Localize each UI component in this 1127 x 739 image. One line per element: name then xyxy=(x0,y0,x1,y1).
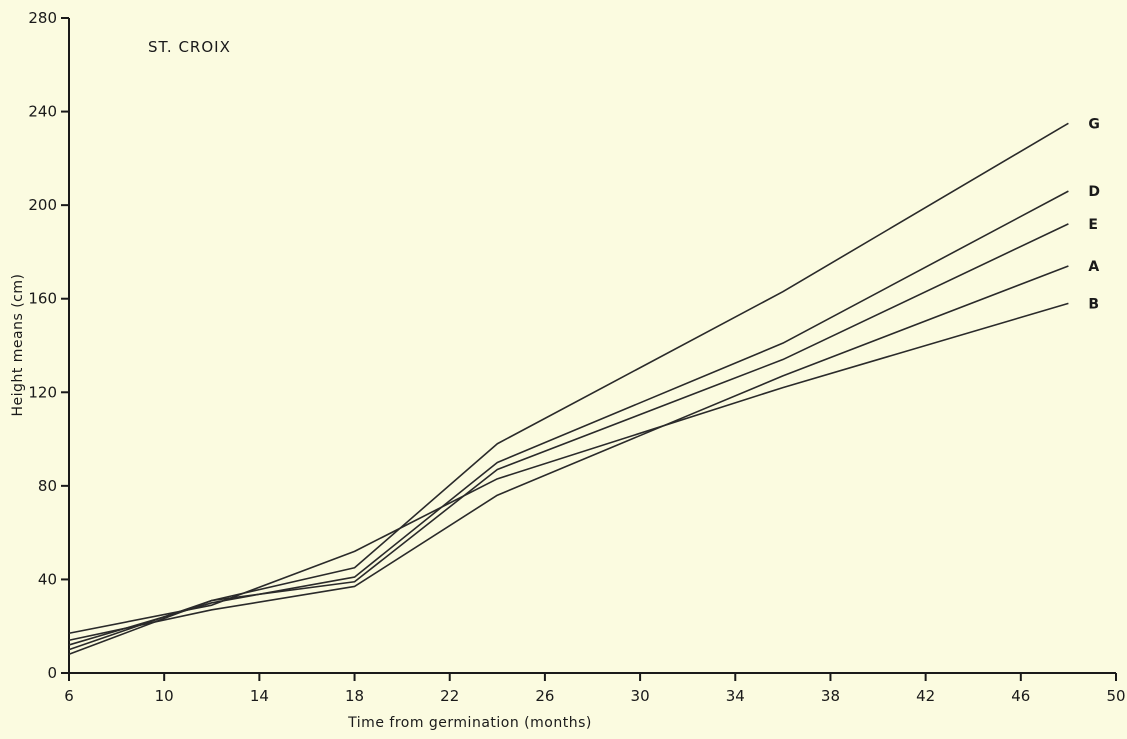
series-line-e xyxy=(68,223,1069,656)
x-tick-label: 30 xyxy=(631,687,650,705)
x-tick-label: 18 xyxy=(345,687,364,705)
x-tick-label: 26 xyxy=(535,687,554,705)
y-axis-ticks: 0 40 80 120 160 200 240 280 xyxy=(28,9,69,682)
series-label-a: A xyxy=(1088,259,1099,275)
series-label-g: G xyxy=(1088,116,1100,132)
x-axis-ticks: 6 10 14 18 22 26 30 34 38 42 46 50 xyxy=(64,673,1126,705)
series-line-d xyxy=(68,190,1069,646)
y-axis-title: Height means (cm) xyxy=(10,274,26,417)
y-tick-label: 120 xyxy=(28,383,57,401)
series-line-b xyxy=(68,302,1069,635)
chart-title: ST. CROIX xyxy=(148,38,231,56)
x-tick-label: 50 xyxy=(1106,687,1125,705)
y-tick-label: 200 xyxy=(28,196,57,214)
series-label-e: E xyxy=(1088,217,1098,233)
series-lines xyxy=(68,122,1069,656)
x-tick-label: 14 xyxy=(250,687,269,705)
x-tick-label: 6 xyxy=(64,687,74,705)
y-tick-label: 80 xyxy=(38,477,57,495)
y-tick-label: 0 xyxy=(47,664,57,682)
series-line-a xyxy=(68,265,1069,642)
y-tick-label: 240 xyxy=(28,103,57,121)
y-tick-label: 160 xyxy=(28,290,57,308)
x-tick-label: 10 xyxy=(155,687,174,705)
x-tick-label: 46 xyxy=(1011,687,1030,705)
x-tick-label: 34 xyxy=(726,687,745,705)
series-label-b: B xyxy=(1088,296,1099,312)
x-axis-title: Time from germination (months) xyxy=(347,715,592,731)
x-tick-label: 42 xyxy=(916,687,935,705)
x-tick-label: 22 xyxy=(440,687,459,705)
y-tick-label: 40 xyxy=(38,570,57,588)
series-label-d: D xyxy=(1088,184,1100,200)
x-tick-label: 38 xyxy=(821,687,840,705)
y-tick-label: 280 xyxy=(28,9,57,27)
series-line-g xyxy=(68,122,1069,651)
series-labels: G D E A B xyxy=(1088,116,1100,312)
